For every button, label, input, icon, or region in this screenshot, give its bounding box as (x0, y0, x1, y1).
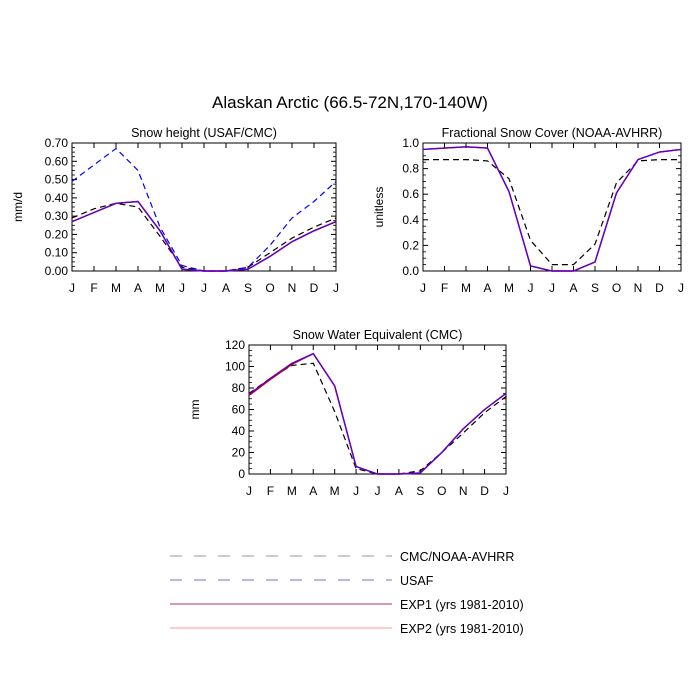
x-tick-label: O (265, 281, 274, 295)
x-tick-label: J (549, 281, 555, 295)
y-tick-label: 0.0 (402, 264, 419, 278)
y-axis-label: mm/d (11, 192, 25, 222)
x-tick-label: N (634, 281, 643, 295)
x-tick-label: J (179, 281, 185, 295)
y-tick-label: 0.2 (402, 238, 419, 252)
y-tick-label: 0.4 (402, 213, 419, 227)
x-tick-label: J (333, 281, 339, 295)
series-line (423, 159, 681, 266)
legend-label: CMC/NOAA-AVHRR (400, 550, 514, 564)
series-line (248, 352, 507, 475)
legend-label: EXP1 (yrs 1981-2010) (400, 598, 524, 612)
x-tick-label: J (353, 484, 359, 498)
x-tick-label: J (420, 281, 426, 295)
series-line (71, 200, 337, 272)
x-tick-label: F (267, 484, 274, 498)
legend-label: EXP2 (yrs 1981-2010) (400, 622, 524, 636)
x-tick-label: F (90, 281, 97, 295)
x-tick-label: M (287, 484, 297, 498)
x-tick-label: J (246, 484, 252, 498)
panel-title: Snow height (USAF/CMC) (131, 126, 277, 140)
y-axis-label: mm (188, 400, 202, 420)
panel-title: Fractional Snow Cover (NOAA-AVHRR) (442, 126, 663, 140)
x-tick-label: M (155, 281, 165, 295)
y-tick-label: 0.70 (45, 136, 69, 150)
y-tick-label: 1.0 (402, 136, 419, 150)
x-tick-label: O (437, 484, 446, 498)
y-tick-label: 100 (225, 360, 245, 374)
series-line (71, 147, 337, 272)
y-tick-label: 0.50 (45, 173, 69, 187)
panel-snow-water-equivalent: Snow Water Equivalent (CMC) 0 20 40 60 80 100 1… (188, 328, 509, 498)
x-tick-label: N (459, 484, 468, 498)
series-line (71, 202, 337, 272)
x-tick-label: M (461, 281, 471, 295)
x-tick-label: A (222, 281, 230, 295)
x-tick-label: S (416, 484, 424, 498)
x-tick-label: J (503, 484, 509, 498)
x-tick-label: D (310, 281, 319, 295)
x-tick-label: A (483, 281, 491, 295)
series-line (71, 200, 337, 272)
y-tick-label: 0.40 (45, 191, 69, 205)
x-tick-label: O (612, 281, 621, 295)
x-tick-label: J (528, 281, 534, 295)
x-tick-label: M (111, 281, 121, 295)
y-tick-label: 80 (232, 381, 246, 395)
x-tick-label: S (244, 281, 252, 295)
x-tick-label: N (288, 281, 297, 295)
panel-fractional-snow-cover: Fractional Snow Cover (NOAA-AVHRR) 0.0 0.2… (372, 126, 684, 295)
x-tick-label: D (480, 484, 489, 498)
y-tick-label: 0.30 (45, 209, 69, 223)
series-line (248, 352, 507, 475)
y-tick-label: 120 (225, 338, 245, 352)
plot-frame (422, 142, 682, 272)
x-tick-label: S (591, 281, 599, 295)
panel-title: Snow Water Equivalent (CMC) (293, 328, 463, 342)
plot-frame (248, 344, 507, 475)
y-tick-label: 0.00 (45, 264, 69, 278)
plot-frame (71, 142, 337, 272)
series-line (422, 146, 682, 272)
series-line (422, 146, 682, 272)
y-tick-label: 0 (238, 467, 245, 481)
y-tick-label: 60 (232, 403, 246, 417)
y-tick-label: 0.60 (45, 154, 69, 168)
y-tick-label: 0.10 (45, 246, 69, 260)
legend: CMC/NOAA-AVHRR USAF EXP1 (yrs 1981-2010) EX… (170, 550, 524, 636)
panel-snow-height: Snow height (USAF/CMC) 0.00 0.10 0.20 0.30 0.… (11, 126, 339, 295)
x-tick-label: M (330, 484, 340, 498)
y-tick-label: 0.8 (402, 162, 419, 176)
y-tick-label: 0.6 (402, 187, 419, 201)
x-tick-label: J (678, 281, 684, 295)
x-tick-label: A (569, 281, 577, 295)
x-tick-label: M (504, 281, 514, 295)
y-tick-label: 0.20 (45, 227, 69, 241)
x-tick-label: J (375, 484, 381, 498)
x-tick-label: J (201, 281, 207, 295)
x-tick-label: F (441, 281, 448, 295)
figure-title: Alaskan Arctic (66.5-72N,170-140W) (212, 93, 488, 112)
y-axis-label: unitless (372, 187, 386, 228)
x-tick-label: A (134, 281, 142, 295)
series-line (248, 362, 507, 475)
y-tick-label: 20 (232, 446, 246, 460)
y-tick-label: 40 (232, 424, 246, 438)
x-tick-label: A (309, 484, 317, 498)
x-tick-label: A (395, 484, 403, 498)
x-tick-label: J (69, 281, 75, 295)
legend-label: USAF (400, 574, 434, 588)
x-tick-label: D (655, 281, 664, 295)
